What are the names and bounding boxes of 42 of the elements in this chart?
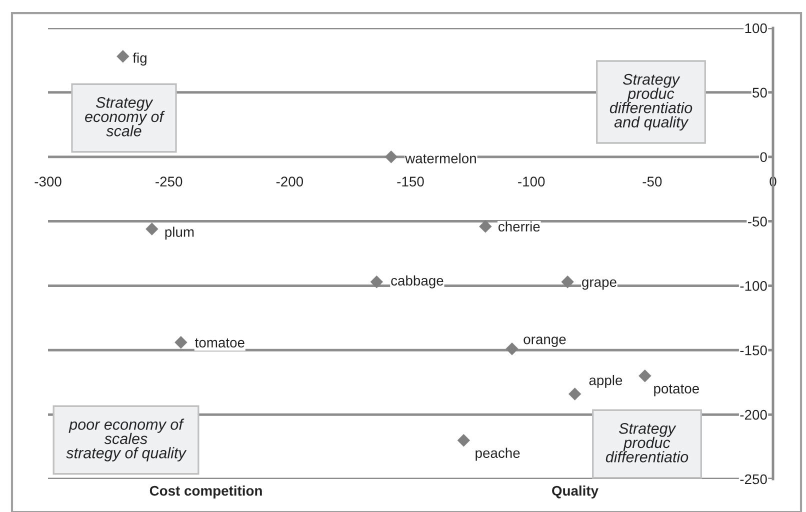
annotation: poor economy of scales strategy of quality [66,418,187,462]
annotation: grape [582,279,616,290]
x-tick-label: -200 [276,176,304,187]
point [174,336,188,349]
annotation: watermelon [405,153,476,164]
annotation: cherrie [498,221,540,232]
point [116,50,130,63]
annotation: apple [589,374,622,388]
x-tick-label: -300 [34,176,62,187]
x-tick-label: -250 [156,176,182,187]
point [506,342,518,356]
x-tick-label: -50 [642,176,662,187]
point [146,222,158,236]
point [457,434,470,447]
x-tick-label: -150 [397,176,424,187]
point [370,275,384,288]
text: Cost competition [150,486,262,498]
y-tick-label: 100 [745,23,767,34]
annotation: Strategy produc differentiatio [606,423,688,462]
annotation: potatoe [654,384,699,396]
annotation: fig [132,52,146,66]
y-tick-label: 50 [752,88,767,98]
point [561,275,574,288]
y-tick-label: -100 [740,281,767,291]
point [568,388,582,400]
point [479,220,492,233]
annotation: tomatoe [195,338,244,348]
annotation: Strategy produc differentiatio and quality [610,74,692,130]
annotation: peache [476,448,520,461]
annotation: orange [524,336,566,347]
text: Quality [552,486,598,498]
point [638,370,652,382]
annotation: Strategy economy of scale [85,97,165,136]
y-tick-label: -150 [740,345,767,356]
y-tick-label: -250 [740,474,767,484]
x-tick-label: -100 [518,176,545,187]
annotation: plum [165,226,194,240]
annotation: cabbage [391,275,444,288]
y-tick-label: 0 [760,152,767,162]
y-tick-label: -50 [748,216,767,226]
y-tick-label: -200 [740,410,767,420]
point [384,150,398,164]
